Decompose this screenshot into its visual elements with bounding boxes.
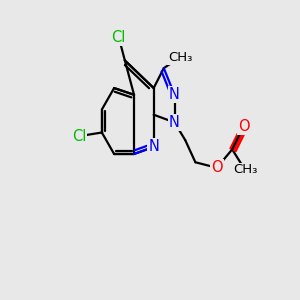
Text: Cl: Cl <box>72 129 86 144</box>
Text: CH₃: CH₃ <box>233 164 257 176</box>
Text: O: O <box>238 119 249 134</box>
Text: CH₃: CH₃ <box>168 51 192 64</box>
Text: N: N <box>169 87 180 102</box>
Text: N: N <box>169 115 180 130</box>
Text: O: O <box>211 160 223 175</box>
Text: N: N <box>148 140 159 154</box>
Text: Cl: Cl <box>112 30 126 45</box>
